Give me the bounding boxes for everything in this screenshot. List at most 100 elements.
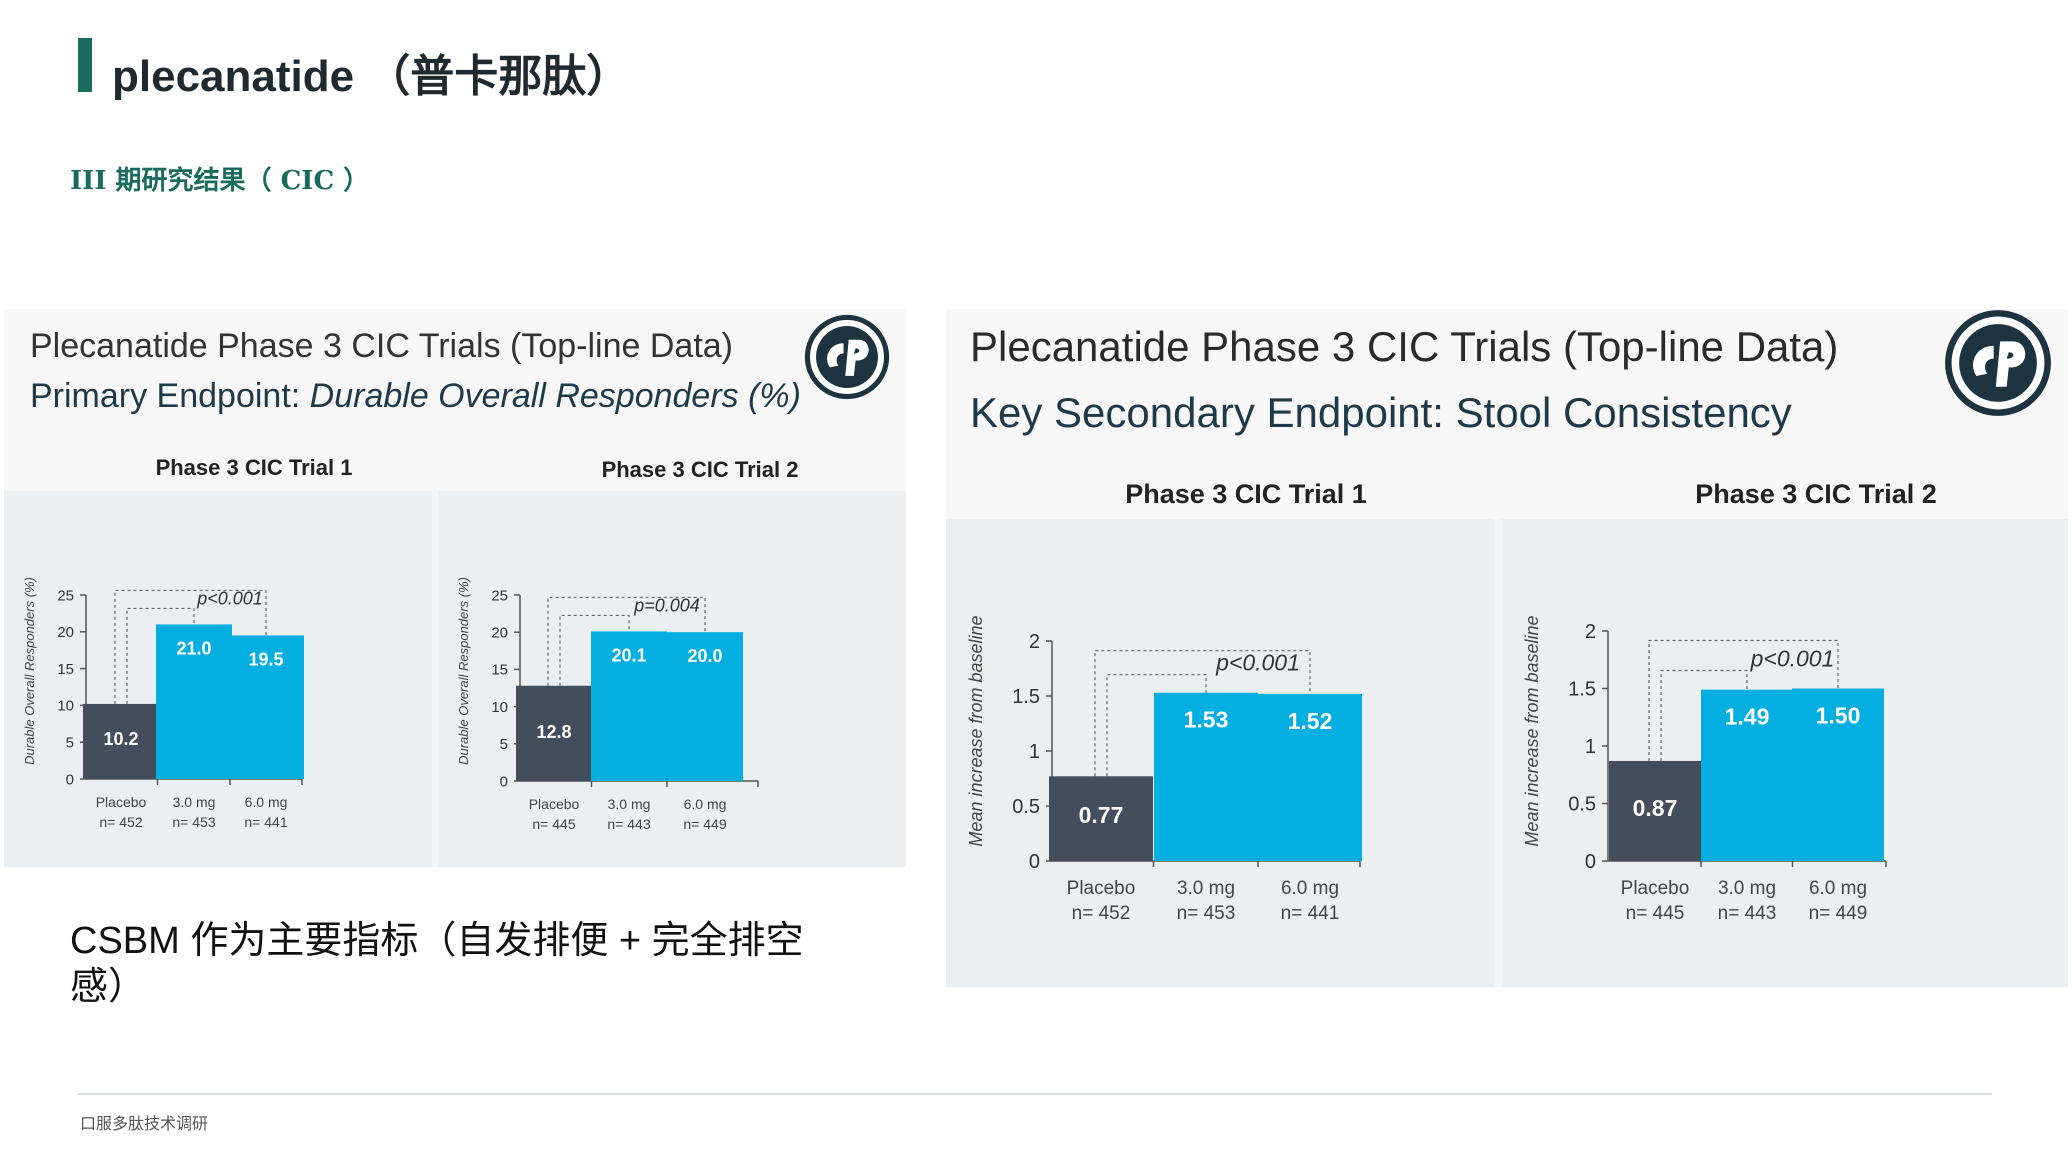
p-value-label: p<0.001 [1750, 646, 1835, 672]
x-tick-label: 6.0 mg [684, 796, 727, 812]
y-axis-label: Durable Overall Responders (%) [22, 577, 37, 765]
y-tick-label: 0 [1029, 851, 1040, 873]
x-tick-label: 6.0 mg [1281, 878, 1339, 899]
footer-text: 口服多肽技术调研 [80, 1116, 209, 1133]
y-tick-label: 10 [491, 699, 508, 716]
significance-bracket [559, 614, 630, 686]
data-label: 21.0 [176, 638, 211, 658]
significance-bracket [1106, 674, 1207, 777]
left-panel: Plecanatide Phase 3 CIC Trials (Top-line… [4, 309, 906, 867]
y-tick-label: 25 [491, 587, 508, 604]
y-tick-label: 1 [1585, 736, 1596, 758]
x-tick-label: Placebo [529, 796, 580, 812]
n-label: n= 452 [99, 814, 142, 830]
y-tick-label: 10 [57, 698, 74, 715]
y-tick-label: 2 [1585, 621, 1596, 643]
significance-bracket [114, 589, 267, 704]
significance-bracket [1094, 650, 1311, 777]
right-panel-title: Plecanatide Phase 3 CIC Trials (Top-line… [970, 323, 1839, 370]
y-tick-label: 20 [491, 624, 508, 641]
data-label: 0.77 [1079, 802, 1124, 828]
left-panel-title: Plecanatide Phase 3 CIC Trials (Top-line… [30, 327, 733, 365]
data-label: 20.1 [611, 645, 646, 665]
data-label: 1.52 [1288, 708, 1333, 734]
synergy-logo-icon [1945, 310, 2051, 416]
x-tick-label: 3.0 mg [608, 796, 651, 812]
significance-bracket [126, 607, 195, 704]
y-tick-label: 0.5 [1568, 794, 1596, 816]
page-title: plecanatide （普卡那肽） [112, 52, 631, 101]
y-axis-label: Mean increase from baseline [966, 615, 986, 846]
x-tick-label: Placebo [1067, 878, 1136, 899]
y-tick-label: 2 [1029, 631, 1040, 653]
n-label: n= 445 [1626, 903, 1685, 924]
y-tick-label: 0 [66, 771, 74, 788]
n-label: n= 443 [1718, 903, 1777, 924]
n-label: n= 449 [1809, 903, 1868, 924]
data-label: 1.53 [1184, 707, 1229, 733]
data-label: 20.0 [687, 646, 722, 666]
y-tick-label: 1.5 [1568, 679, 1596, 701]
y-tick-label: 5 [500, 736, 508, 753]
x-tick-label: 3.0 mg [1177, 878, 1235, 899]
data-label: 1.50 [1816, 703, 1861, 729]
chart-durable-responders-trial1: 0 5 10 15 20 25 Durable Overall Responders (%)… [22, 577, 304, 830]
bar-3-0-mg [1154, 692, 1258, 861]
right-panel-header [946, 309, 2068, 519]
bar-6-0-mg [228, 635, 304, 779]
left-endpoint-prefix: Primary Endpoint: [30, 377, 310, 415]
y-tick-label: 15 [491, 662, 508, 679]
bar-placebo [1049, 776, 1153, 861]
p-value-label: p<0.001 [1215, 650, 1300, 676]
footer-divider [78, 1093, 1992, 1095]
significance-bracket [547, 596, 706, 686]
n-label: n= 453 [1177, 903, 1236, 924]
data-label: 19.5 [248, 649, 283, 669]
x-tick-label: 6.0 mg [245, 794, 288, 810]
y-tick-label: 0.5 [1012, 796, 1040, 818]
y-tick-label: 0 [500, 773, 508, 790]
y-tick-label: 1 [1029, 741, 1040, 763]
n-label: n= 441 [244, 814, 287, 830]
right-panel-endpoint: Key Secondary Endpoint: Stool Consistenc… [970, 389, 1792, 436]
bar-3-0-mg [1701, 689, 1793, 861]
chart2-title: Phase 3 CIC Trial 2 [601, 457, 799, 482]
significance-bracket [1660, 669, 1748, 761]
bar-placebo [516, 685, 592, 781]
significance-bracket [1648, 639, 1839, 761]
bar-6-0-mg [1258, 693, 1362, 861]
left-panel-header [4, 309, 906, 489]
y-tick-label: 15 [57, 661, 74, 678]
data-label: 0.87 [1633, 795, 1678, 821]
y-tick-label: 1.5 [1012, 686, 1040, 708]
n-label: n= 453 [172, 814, 215, 830]
n-label: n= 449 [683, 816, 726, 832]
x-tick-label: Placebo [96, 794, 147, 810]
bar-placebo [83, 703, 159, 779]
x-tick-label: 3.0 mg [1718, 878, 1776, 899]
chart3-title: Phase 3 CIC Trial 1 [1125, 479, 1367, 509]
data-label: 10.2 [103, 729, 138, 749]
chart1-title: Phase 3 CIC Trial 1 [155, 455, 353, 480]
bar-3-0-mg [591, 631, 667, 781]
bar-3-0-mg [156, 624, 232, 779]
x-tick-label: Placebo [1621, 878, 1690, 899]
synergy-logo-icon [804, 314, 890, 400]
y-tick-label: 20 [57, 624, 74, 641]
y-tick-label: 25 [57, 587, 74, 604]
bar-placebo [1609, 760, 1701, 861]
p-value-label: p<0.001 [196, 588, 263, 608]
chart-stool-consistency-trial2: 0 0.5 1 1.5 2 Mean increase from baseline 0.87… [1522, 615, 1887, 924]
chart4-title: Phase 3 CIC Trial 2 [1695, 479, 1937, 509]
note-csbm: CSBM 作为主要指标（自发排便 + 完全排空感） [70, 920, 804, 1008]
y-tick-label: 0 [1585, 851, 1596, 873]
n-label: n= 452 [1072, 903, 1131, 924]
bar-6-0-mg [1792, 688, 1884, 861]
n-label: n= 445 [532, 816, 575, 832]
data-label: 1.49 [1725, 704, 1770, 730]
n-label: n= 441 [1281, 903, 1340, 924]
data-label: 12.8 [536, 722, 571, 742]
p-value-label: p=0.004 [633, 595, 700, 615]
y-axis-label: Mean increase from baseline [1522, 615, 1542, 846]
